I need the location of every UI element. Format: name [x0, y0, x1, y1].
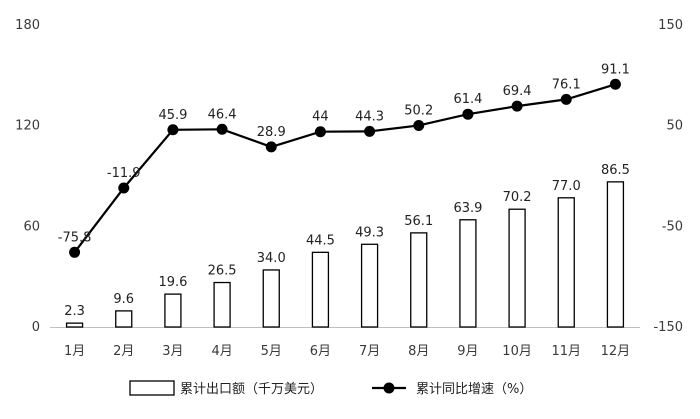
legend: 累计出口额（千万美元） 累计同比增速（%） [129, 380, 532, 397]
bar-value-label: 49.3 [355, 225, 384, 240]
right-tick-label: 150 [658, 18, 683, 33]
line-value-label: 69.4 [503, 84, 532, 99]
line-series [69, 78, 621, 258]
x-tick-label: 6月 [310, 344, 331, 359]
bar-value-label: 9.6 [113, 292, 134, 307]
line-point [118, 182, 130, 194]
line-point [69, 246, 81, 258]
bar-value-label: 77.0 [552, 179, 581, 194]
bar [65, 322, 84, 328]
line-point [216, 123, 228, 135]
line-value-label: -75.8 [58, 230, 92, 245]
bar-value-label: 63.9 [453, 201, 482, 216]
x-tick-label: 8月 [408, 344, 429, 359]
bar-value-label: 70.2 [503, 190, 532, 205]
x-tick-label: 2月 [113, 344, 134, 359]
line-point [364, 125, 376, 137]
left-tick-label: 120 [15, 119, 40, 134]
bar [360, 243, 379, 328]
line-point [265, 141, 277, 153]
bar [115, 310, 133, 328]
bar-value-label: 26.5 [208, 264, 237, 279]
legend-bar-swatch [129, 380, 175, 396]
legend-line-label: 累计同比增速（%） [416, 382, 532, 397]
left-tick-label: 60 [23, 219, 40, 234]
left-tick-label: 180 [15, 18, 40, 33]
right-tick-label: -150 [653, 320, 683, 335]
line-point [511, 100, 523, 112]
line-point [413, 119, 425, 131]
bar [262, 269, 280, 328]
x-tick-label: 4月 [211, 344, 232, 359]
line-value-label: 61.4 [453, 92, 482, 107]
line-value-label: 91.1 [601, 62, 630, 77]
left-tick-label: 0 [32, 320, 40, 335]
line-value-label: 44.3 [355, 109, 384, 124]
x-axis-ticks: 1月 2月 3月 4月 5月 6月 7月 8月 9月 10月 11月 12月 [64, 344, 630, 359]
bar [213, 281, 231, 328]
bar [557, 197, 575, 328]
x-tick-label: 11月 [551, 344, 581, 359]
bar [459, 219, 477, 328]
line-value-label: 76.1 [552, 77, 581, 92]
line-point [560, 93, 572, 105]
bar-value-label: 56.1 [404, 214, 433, 229]
bar [606, 181, 625, 328]
left-axis-ticks: 0 60 120 180 [15, 18, 40, 335]
x-tick-label: 3月 [162, 344, 183, 359]
x-tick-label: 5月 [261, 344, 282, 359]
line-value-label: 28.9 [257, 125, 286, 140]
line-value-label: -11.9 [107, 166, 141, 181]
line-point [609, 78, 621, 90]
line-value-label: 44 [312, 110, 329, 125]
bar-value-label: 86.5 [601, 163, 630, 178]
line-point [462, 108, 474, 120]
bar-value-label: 34.0 [257, 251, 286, 266]
bar [508, 208, 526, 328]
line-point [167, 124, 179, 136]
bar-value-label: 2.3 [64, 304, 85, 319]
x-tick-label: 1月 [64, 344, 85, 359]
x-tick-label: 10月 [502, 344, 532, 359]
x-tick-label: 7月 [359, 344, 380, 359]
line-value-label: 50.2 [404, 103, 433, 118]
line-point [314, 126, 326, 138]
legend-line-marker [383, 382, 395, 394]
bar-series [65, 181, 625, 328]
bar-data-labels: 2.3 9.6 19.6 26.5 34.0 44.5 49.3 56.1 63.9 70.2 77… [64, 163, 630, 319]
right-axis-ticks: -150 -50 50 150 [653, 18, 683, 335]
bar [311, 251, 330, 328]
line-data-labels: -75.8 -11.9 45.9 46.4 28.9 44 44.3 50.2 61.4 69.4… [58, 62, 630, 245]
bar-value-label: 44.5 [306, 233, 335, 248]
x-tick-label: 12月 [601, 344, 631, 359]
line-value-label: 45.9 [158, 108, 187, 123]
right-tick-label: -50 [662, 219, 683, 234]
bar-value-label: 19.6 [158, 275, 187, 290]
bar [164, 293, 182, 328]
right-tick-label: 50 [666, 119, 683, 134]
bar [410, 232, 428, 328]
line-path [73, 83, 616, 253]
legend-bar-label: 累计出口额（千万美元） [180, 382, 323, 397]
line-value-label: 46.4 [208, 107, 237, 122]
x-tick-label: 9月 [457, 344, 478, 359]
